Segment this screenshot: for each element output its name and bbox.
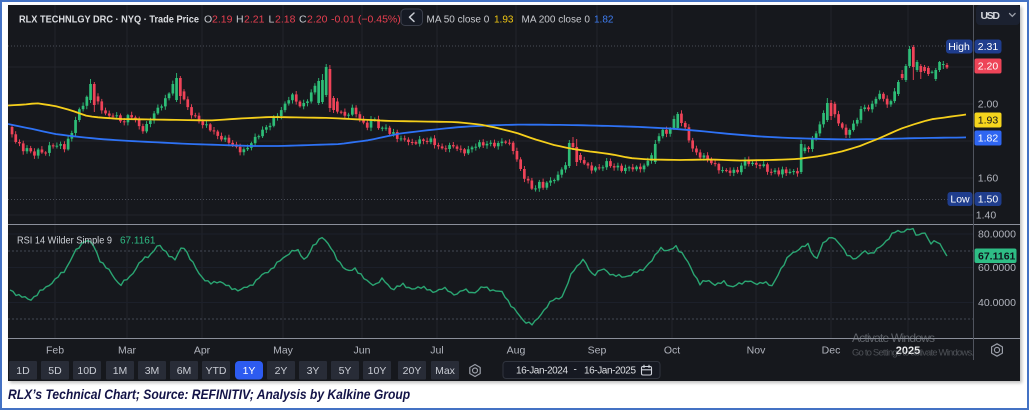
svg-text:Feb: Feb: [46, 345, 64, 357]
svg-text:MA 50 close 0: MA 50 close 0: [427, 15, 490, 26]
svg-text:Dec: Dec: [822, 345, 841, 357]
svg-text:1D: 1D: [16, 365, 30, 377]
svg-text:16-Jan-2024: 16-Jan-2024: [516, 366, 568, 377]
svg-text:1.82: 1.82: [594, 15, 614, 26]
svg-text:5D: 5D: [48, 365, 62, 377]
svg-text:Max: Max: [435, 365, 456, 377]
svg-text:40.0000: 40.0000: [978, 297, 1016, 309]
svg-text:High: High: [948, 41, 970, 53]
svg-text:3Y: 3Y: [307, 365, 320, 377]
svg-text:2Y: 2Y: [275, 365, 288, 377]
svg-text:6M: 6M: [177, 365, 192, 377]
svg-text:10D: 10D: [77, 365, 97, 377]
svg-text:1.93: 1.93: [978, 115, 999, 127]
svg-text:May: May: [273, 345, 294, 357]
svg-text:Go to Settings to activate Win: Go to Settings to activate Windows.: [852, 348, 974, 359]
svg-text:USD: USD: [981, 10, 1001, 22]
svg-text:Oct: Oct: [664, 345, 680, 357]
svg-text:RLX TECHNLGY DRC · NYQ · Trade: RLX TECHNLGY DRC · NYQ · Trade Price: [19, 14, 199, 26]
svg-text:2.20: 2.20: [978, 61, 999, 73]
svg-text:-: -: [574, 365, 577, 376]
svg-text:1.82: 1.82: [978, 133, 999, 145]
svg-text:Activate Windows: Activate Windows: [852, 331, 935, 345]
svg-text:YTD: YTD: [206, 365, 227, 377]
svg-text:5Y: 5Y: [339, 365, 352, 377]
svg-text:RSI 14 Wilder Simple 9: RSI 14 Wilder Simple 9: [17, 236, 112, 247]
svg-text:MA 200 close 0: MA 200 close 0: [522, 15, 591, 26]
svg-text:20Y: 20Y: [403, 365, 422, 377]
svg-text:1.40: 1.40: [976, 210, 997, 222]
svg-text:2.00: 2.00: [978, 99, 999, 111]
svg-text:67.1161: 67.1161: [120, 236, 156, 247]
svg-text:2.31: 2.31: [978, 41, 999, 53]
svg-text:O2.19 H2.21 L2.18 C2.20 -0: O2.19 H2.21 L2.18 C2.20 -0.01 (−0.45%): [204, 14, 401, 26]
svg-text:Mar: Mar: [118, 345, 137, 357]
svg-text:60.0000: 60.0000: [978, 262, 1016, 274]
svg-text:67.1161: 67.1161: [978, 251, 1016, 263]
svg-text:1M: 1M: [113, 365, 128, 377]
svg-text:Apr: Apr: [194, 345, 211, 357]
svg-text:1.93: 1.93: [494, 15, 514, 26]
svg-text:10Y: 10Y: [368, 365, 387, 377]
svg-text:Jun: Jun: [354, 345, 371, 357]
svg-text:Low: Low: [950, 194, 970, 206]
svg-text:1.60: 1.60: [978, 173, 999, 185]
svg-text:2025: 2025: [896, 345, 920, 357]
svg-text:1.50: 1.50: [978, 194, 999, 206]
svg-text:16-Jan-2025: 16-Jan-2025: [584, 366, 636, 377]
svg-text:1Y: 1Y: [243, 365, 256, 377]
svg-text:Sep: Sep: [588, 345, 607, 357]
svg-text:80.0000: 80.0000: [978, 229, 1016, 241]
svg-text:Nov: Nov: [747, 345, 766, 357]
svg-text:Jul: Jul: [430, 345, 443, 357]
svg-text:Aug: Aug: [507, 345, 526, 357]
svg-text:3M: 3M: [145, 365, 160, 377]
